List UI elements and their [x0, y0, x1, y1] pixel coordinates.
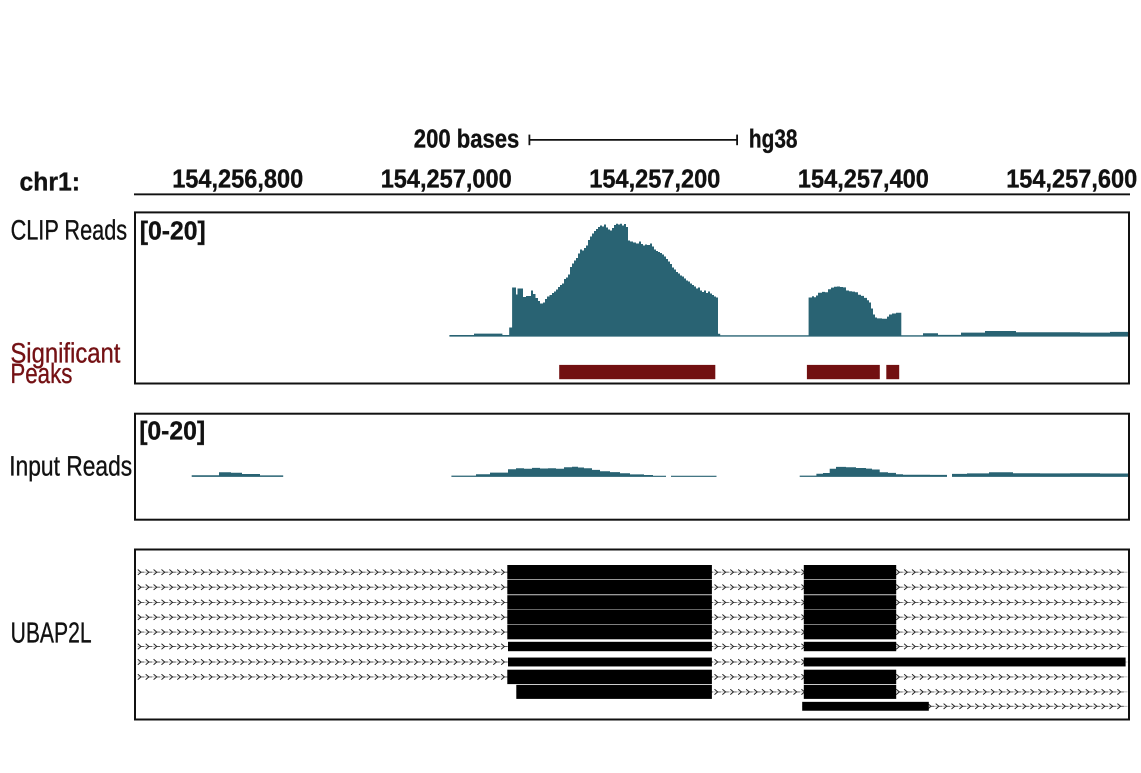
svg-text:154,257,600: 154,257,600 — [1006, 164, 1137, 194]
svg-text:154,257,000: 154,257,000 — [381, 164, 512, 194]
svg-text:[0-20]: [0-20] — [139, 416, 205, 446]
svg-text:UBAP2L: UBAP2L — [11, 618, 92, 650]
svg-text:154,257,200: 154,257,200 — [589, 164, 720, 194]
svg-text:chr1:: chr1: — [20, 166, 81, 196]
svg-text:200 bases: 200 bases — [414, 124, 520, 154]
svg-text:CLIP Reads: CLIP Reads — [11, 215, 128, 246]
svg-text:[0-20]: [0-20] — [140, 215, 206, 245]
svg-text:hg38: hg38 — [749, 124, 798, 154]
svg-text:154,257,400: 154,257,400 — [798, 164, 929, 194]
svg-text:Peaks: Peaks — [10, 358, 72, 389]
svg-text:Input Reads: Input Reads — [9, 451, 132, 482]
svg-text:154,256,800: 154,256,800 — [172, 164, 303, 194]
svg-text:Significant: Significant — [10, 338, 120, 369]
